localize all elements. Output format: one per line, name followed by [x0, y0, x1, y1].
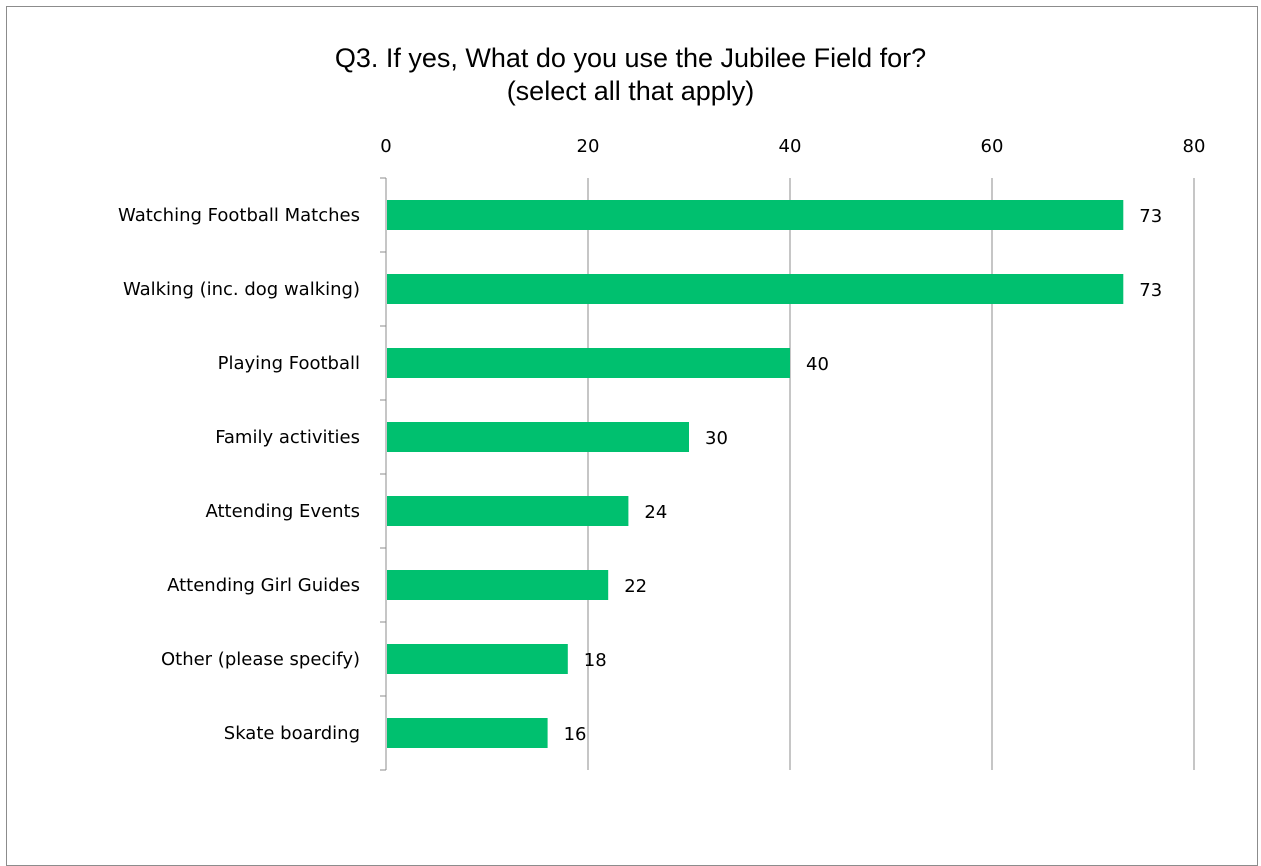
bar [387, 422, 689, 452]
x-tick-label: 40 [779, 136, 802, 157]
x-axis-ticks: 0 20 40 60 80 [380, 136, 1205, 157]
chart-title-line2: (select all that apply) [506, 76, 755, 106]
bar [387, 570, 609, 600]
category-label: Walking (inc. dog walking) [123, 279, 360, 300]
bar [387, 348, 790, 378]
x-tick-label: 20 [577, 136, 600, 157]
data-label: 30 [705, 428, 728, 449]
category-label: Other (please specify) [161, 649, 360, 670]
bar [387, 200, 1124, 230]
bar [387, 718, 548, 748]
x-tick-label: 60 [981, 136, 1004, 157]
data-label: 16 [564, 724, 587, 745]
category-label: Attending Girl Guides [167, 575, 360, 596]
data-label: 22 [624, 576, 647, 597]
category-axis [380, 177, 387, 771]
category-label: Skate boarding [224, 723, 360, 744]
gridlines [385, 178, 1195, 770]
x-tick-label: 0 [380, 136, 391, 157]
x-tick-label: 80 [1183, 136, 1206, 157]
bars [387, 200, 1124, 748]
category-label: Family activities [215, 427, 360, 448]
data-label: 18 [584, 650, 607, 671]
data-label: 40 [806, 354, 829, 375]
bar [387, 496, 629, 526]
category-label: Playing Football [218, 353, 360, 374]
chart-title-line1: Q3. If yes, What do you use the Jubilee … [334, 43, 927, 73]
data-labels: 73 73 40 30 24 22 18 16 [564, 206, 1163, 745]
chart-title: Q3. If yes, What do you use the Jubilee … [0, 42, 1261, 108]
category-labels: Watching Football Matches Walking (inc. d… [118, 205, 360, 744]
data-label: 73 [1139, 280, 1162, 301]
data-label: 73 [1139, 206, 1162, 227]
category-label: Attending Events [205, 501, 360, 522]
category-label: Watching Football Matches [118, 205, 360, 226]
bar [387, 644, 568, 674]
bar [387, 274, 1124, 304]
data-label: 24 [644, 502, 667, 523]
